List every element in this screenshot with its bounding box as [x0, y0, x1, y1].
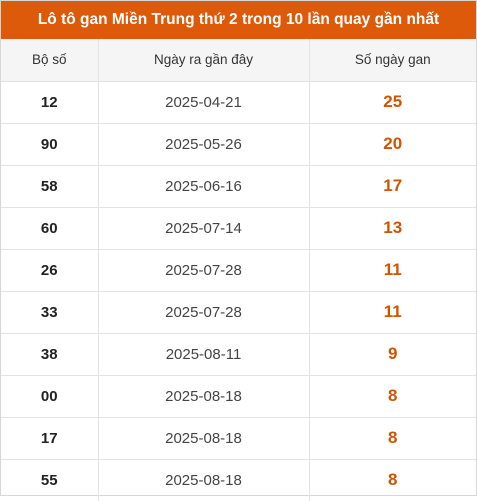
- last-seen-date: 2025-08-18: [98, 374, 310, 417]
- gan-days: 17: [309, 164, 476, 207]
- lo-number: 00: [1, 374, 99, 417]
- gan-days: 11: [309, 248, 476, 291]
- lo-number: 60: [1, 206, 99, 249]
- lo-number: 55: [1, 458, 99, 501]
- table-row: 12 2025-04-21 25: [1, 80, 476, 123]
- gan-days: 13: [309, 206, 476, 249]
- table-row: 55 2025-08-18 8: [1, 458, 476, 501]
- last-seen-date: 2025-07-28: [98, 290, 310, 333]
- lo-number: 26: [1, 248, 99, 291]
- table-row: 00 2025-08-18 8: [1, 374, 476, 417]
- table-row: 26 2025-07-28 11: [1, 248, 476, 291]
- last-seen-date: 2025-08-18: [98, 416, 310, 459]
- last-seen-date: 2025-07-14: [98, 206, 310, 249]
- column-header-last-date: Ngày ra gần đây: [98, 39, 310, 81]
- table-row: 90 2025-05-26 20: [1, 122, 476, 165]
- gan-days: 11: [309, 290, 476, 333]
- last-seen-date: 2025-05-26: [98, 122, 310, 165]
- lo-number: 33: [1, 290, 99, 333]
- column-header-number: Bộ số: [1, 39, 99, 81]
- table-title: Lô tô gan Miền Trung thứ 2 trong 10 lần …: [1, 1, 476, 39]
- table-row: 33 2025-07-28 11: [1, 290, 476, 333]
- table-row: 60 2025-07-14 13: [1, 206, 476, 249]
- lo-number: 38: [1, 332, 99, 375]
- lo-gan-table: Bộ số Ngày ra gần đây Số ngày gan 12 202…: [1, 39, 476, 501]
- gan-days: 8: [309, 458, 476, 501]
- lo-number: 17: [1, 416, 99, 459]
- column-header-gan-days: Số ngày gan: [354, 52, 431, 68]
- last-seen-date: 2025-06-16: [98, 164, 310, 207]
- gan-days: 9: [309, 332, 476, 375]
- last-seen-date: 2025-04-21: [98, 80, 310, 123]
- table-header-row: Bộ số Ngày ra gần đây Số ngày gan: [1, 39, 476, 81]
- table-row: 17 2025-08-18 8: [1, 416, 476, 459]
- last-seen-date: 2025-08-18: [98, 458, 310, 501]
- last-seen-date: 2025-07-28: [98, 248, 310, 291]
- lo-number: 12: [1, 80, 99, 123]
- table-row: 38 2025-08-11 9: [1, 332, 476, 375]
- last-seen-date: 2025-08-11: [98, 332, 310, 375]
- table-row: 58 2025-06-16 17: [1, 164, 476, 207]
- lo-number: 90: [1, 122, 99, 165]
- gan-days: 20: [309, 122, 476, 165]
- lo-number: 58: [1, 164, 99, 207]
- gan-days: 8: [309, 374, 476, 417]
- gan-days: 8: [309, 416, 476, 459]
- gan-days: 25: [309, 80, 476, 123]
